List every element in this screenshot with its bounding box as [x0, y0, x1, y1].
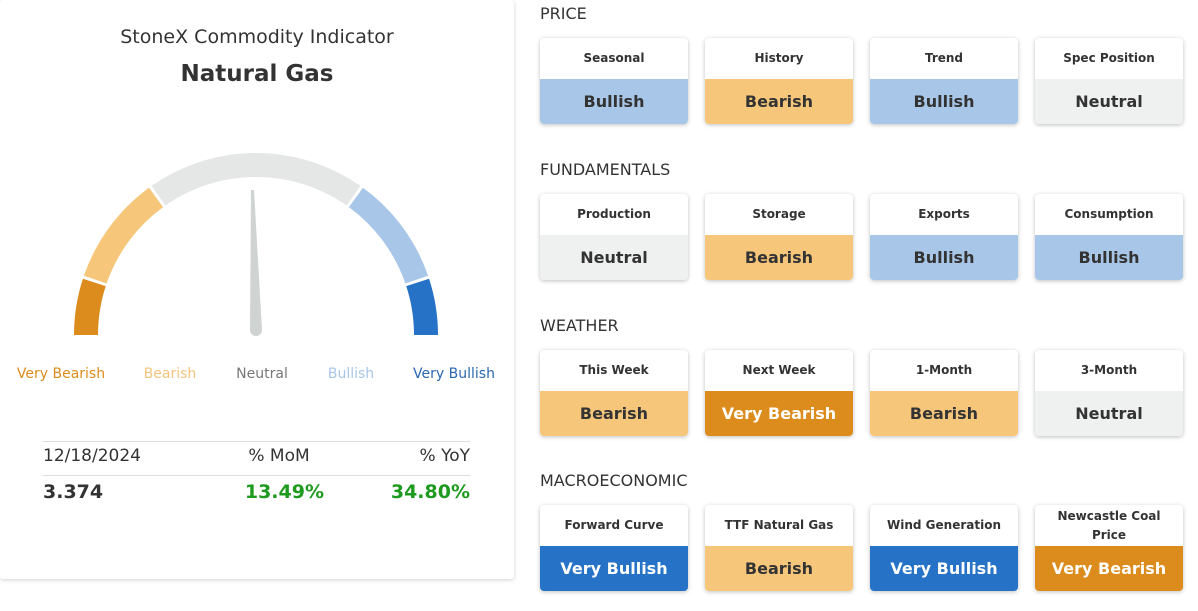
card-label: Newcastle Coal Price — [1057, 508, 1161, 542]
gauge-label: Neutral — [236, 366, 288, 382]
section-title: FUNDAMENTALS — [540, 160, 671, 179]
gauge-segment — [151, 153, 361, 206]
card-label: Wind Generation — [887, 518, 1001, 532]
signal-card: Trend Bullish — [870, 38, 1018, 124]
signal-card: Storage Bearish — [705, 194, 853, 280]
signal-card: Wind Generation Very Bullish — [870, 505, 1018, 591]
section-title: MACROECONOMIC — [540, 471, 688, 490]
card-signal: Bearish — [705, 235, 853, 280]
card-signal: Bullish — [870, 79, 1018, 124]
card-label: History — [754, 51, 804, 65]
indicator-panel: StoneX Commodity Indicator Natural Gas 1… — [0, 0, 514, 579]
signal-card: History Bearish — [705, 38, 853, 124]
card-label: Next Week — [742, 363, 816, 377]
card-label: Forward Curve — [564, 518, 664, 532]
signal-card: This Week Bearish — [540, 350, 688, 436]
signal-card: Exports Bullish — [870, 194, 1018, 280]
card-signal: Very Bearish — [1035, 546, 1183, 591]
card-signal: Bullish — [1035, 235, 1183, 280]
card-label: This Week — [579, 363, 649, 377]
card-signal: Neutral — [1035, 391, 1183, 436]
gauge-segment — [406, 278, 438, 336]
gauge-segment — [74, 278, 106, 336]
card-signal: Bearish — [705, 79, 853, 124]
gauge-label: Very Bullish — [413, 366, 495, 382]
gauge-label: Bearish — [143, 366, 197, 382]
signal-card: Spec Position Neutral — [1035, 38, 1183, 124]
mom-value: 13.49% — [244, 481, 324, 503]
signal-card: Consumption Bullish — [1035, 194, 1183, 280]
signal-card: 1-Month Bearish — [870, 350, 1018, 436]
card-signal: Very Bullish — [540, 546, 688, 591]
gauge-needle — [250, 190, 262, 336]
section-title: WEATHER — [540, 316, 619, 335]
panel-title: StoneX Commodity Indicator — [120, 26, 394, 48]
card-label: 1-Month — [915, 363, 973, 377]
card-signal: Very Bullish — [870, 546, 1018, 591]
card-label: 3-Month — [1080, 363, 1138, 377]
card-signal: Bearish — [540, 391, 688, 436]
card-signal: Bearish — [870, 391, 1018, 436]
signal-card: Newcastle Coal Price Very Bearish — [1035, 505, 1183, 591]
mom-header: % MoM — [248, 446, 310, 466]
card-signal: Neutral — [540, 235, 688, 280]
card-label: Spec Position — [1063, 51, 1155, 65]
gauge-segment — [348, 187, 429, 284]
divider — [43, 475, 470, 476]
card-label: Production — [577, 207, 651, 221]
card-label: Seasonal — [583, 51, 645, 65]
card-signal: Neutral — [1035, 79, 1183, 124]
commodity-name: Natural Gas — [180, 61, 334, 87]
card-signal: Bullish — [870, 235, 1018, 280]
signal-card: Forward Curve Very Bullish — [540, 505, 688, 591]
signal-card: 3-Month Neutral — [1035, 350, 1183, 436]
signal-card: Seasonal Bullish — [540, 38, 688, 124]
section-title: PRICE — [540, 4, 587, 23]
card-label: TTF Natural Gas — [724, 518, 834, 532]
divider — [43, 441, 470, 442]
gauge-segment — [83, 187, 164, 284]
signal-card: Production Neutral — [540, 194, 688, 280]
gauge-label: Bullish — [327, 366, 375, 382]
gauge-label: Very Bearish — [16, 366, 106, 382]
date: 12/18/2024 — [43, 446, 141, 466]
price: 3.374 — [43, 481, 104, 503]
card-signal: Very Bearish — [705, 391, 853, 436]
card-label: Consumption — [1064, 207, 1154, 221]
card-label: Trend — [924, 51, 964, 65]
signal-card: Next Week Very Bearish — [705, 350, 853, 436]
yoy-header: % YoY — [419, 446, 470, 466]
signal-card: TTF Natural Gas Bearish — [705, 505, 853, 591]
card-signal: Bullish — [540, 79, 688, 124]
card-label: Exports — [918, 207, 970, 221]
card-label: Storage — [752, 207, 806, 221]
gauge — [74, 153, 438, 336]
card-signal: Bearish — [705, 546, 853, 591]
yoy-value: 34.80% — [390, 481, 470, 503]
